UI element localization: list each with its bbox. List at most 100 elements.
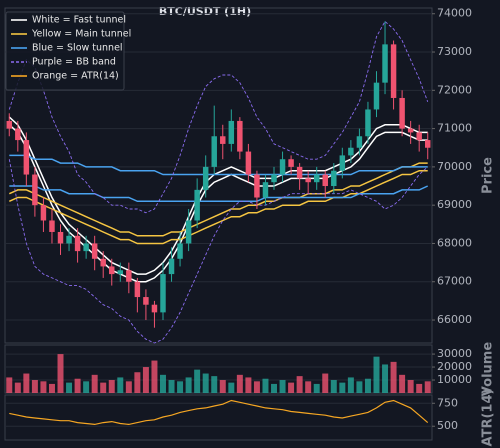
- y-tick-label: 750: [437, 396, 458, 409]
- volume-bar: [57, 354, 64, 393]
- volume-bar: [279, 380, 286, 393]
- candle-body: [74, 235, 81, 252]
- volume-bar: [347, 377, 354, 393]
- candle-body: [237, 120, 243, 152]
- y-tick-label: 72000: [437, 83, 472, 96]
- candle-body: [151, 304, 158, 313]
- volume-bar: [23, 373, 30, 393]
- candle-body: [331, 170, 337, 187]
- volume-bar: [211, 376, 218, 393]
- volume-bar: [202, 373, 209, 393]
- candle-body: [288, 159, 294, 167]
- candle-body: [23, 140, 30, 175]
- volume-bar: [66, 382, 73, 393]
- volume-bar: [271, 383, 277, 393]
- volume-bar: [236, 374, 243, 393]
- candle-body: [245, 151, 252, 175]
- candle-body: [6, 120, 13, 129]
- candle-body: [100, 258, 106, 267]
- volume-bar: [390, 361, 397, 393]
- volume-bar: [219, 380, 226, 393]
- volume-bar: [48, 383, 55, 393]
- volume-bar: [416, 383, 423, 393]
- candle-body: [296, 166, 303, 179]
- volume-bar: [194, 369, 201, 393]
- y-tick-label: 500: [437, 419, 458, 432]
- volume-bar: [364, 378, 371, 393]
- y-tick-label: 70000: [437, 160, 472, 173]
- volume-bar: [31, 380, 38, 393]
- volume-bar: [6, 377, 13, 393]
- candle-body: [407, 128, 414, 133]
- y-tick-label: 74000: [437, 7, 472, 20]
- overlay-line: [8, 116, 428, 275]
- volume-bar: [288, 382, 295, 393]
- volume-bar: [14, 382, 21, 393]
- candle-body: [373, 82, 380, 110]
- volume-bar: [108, 380, 115, 393]
- y-tick-label: 69000: [437, 198, 472, 211]
- candle-body: [313, 174, 320, 183]
- y-tick-label: 68000: [437, 236, 472, 249]
- volume-bar: [399, 374, 406, 393]
- volume-bar: [125, 381, 132, 393]
- candle-body: [126, 270, 132, 282]
- legend-label: Orange = ATR(14): [32, 71, 119, 82]
- candle-body: [143, 297, 149, 305]
- chart-title: BTC/USDT (1H): [159, 5, 251, 18]
- candle-body: [254, 174, 260, 198]
- volume-bar: [40, 381, 47, 393]
- candle-body: [399, 97, 405, 129]
- volume-bar: [117, 377, 124, 393]
- candle-body: [109, 266, 115, 275]
- volume-bar: [185, 377, 192, 393]
- volume-bar: [100, 382, 107, 393]
- y-tick-label: 20000: [437, 360, 472, 373]
- candle-body: [262, 182, 269, 198]
- legend: White = Fast tunnel Yellow = Main tunnel B…: [5, 11, 131, 91]
- volume-bar: [296, 376, 303, 393]
- y-tick-label: 10000: [437, 373, 472, 386]
- candle-body: [339, 155, 346, 171]
- y-axis-label: Price: [481, 157, 496, 194]
- volume-bar: [245, 377, 252, 393]
- volume-bar: [228, 382, 235, 393]
- candle-body: [390, 44, 397, 98]
- volume-bar: [168, 380, 175, 393]
- candle-body: [228, 120, 235, 144]
- volume-bar: [177, 381, 184, 393]
- volume-bar: [160, 374, 166, 393]
- candle-body: [271, 174, 277, 183]
- legend-label: Purple = BB band: [32, 57, 116, 68]
- panel-frame: [4, 394, 433, 441]
- overlay-line: [8, 162, 428, 237]
- candle-body: [160, 274, 166, 313]
- candle-body: [32, 174, 38, 206]
- overlay-line: [9, 154, 428, 176]
- candle-body: [168, 258, 175, 275]
- y-axis-label: Volume: [481, 342, 496, 397]
- candle-body: [416, 132, 422, 141]
- candle-body: [185, 220, 192, 244]
- candle-body: [134, 281, 141, 298]
- legend-label: Yellow = Main tunnel: [31, 29, 131, 40]
- candle-body: [194, 189, 200, 221]
- y-tick-label: 71000: [437, 122, 472, 135]
- candle-body: [91, 243, 98, 259]
- y-tick-label: 67000: [437, 275, 472, 288]
- candle-body: [279, 159, 286, 175]
- legend-box: [5, 11, 125, 91]
- legend-label: White = Fast tunnel: [32, 15, 126, 26]
- candle-body: [424, 140, 431, 148]
- volume-bar: [91, 374, 98, 393]
- candle-body: [40, 205, 47, 221]
- candle-body: [382, 44, 388, 83]
- y-axis-label: ATR(14): [481, 389, 496, 447]
- y-tick-label: 73000: [437, 45, 472, 58]
- volume-bar: [339, 382, 346, 393]
- volume-bar: [253, 381, 260, 393]
- volume-bar: [83, 381, 90, 393]
- line: [9, 399, 429, 426]
- y-tick-label: 66000: [437, 313, 472, 326]
- panel-frame: [4, 344, 433, 394]
